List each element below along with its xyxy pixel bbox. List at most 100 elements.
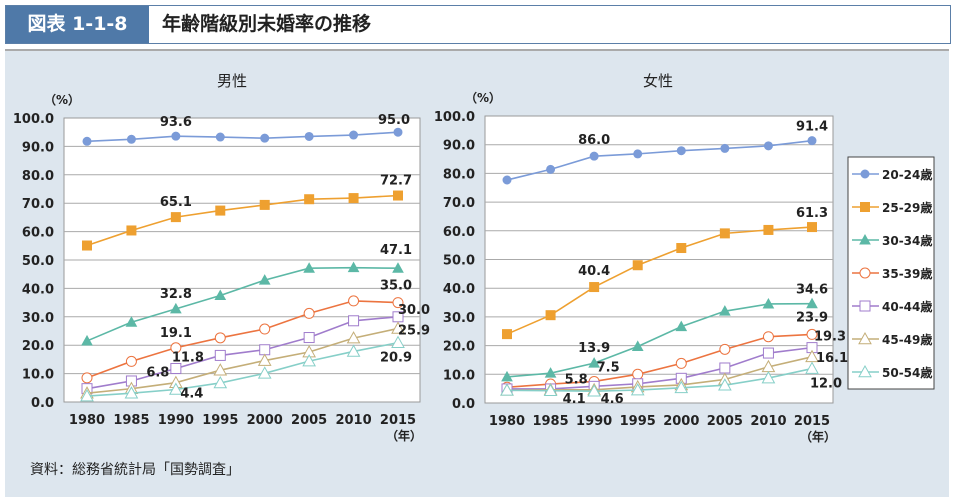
legend-marker xyxy=(859,233,871,245)
data-label: 20.9 xyxy=(380,351,412,366)
data-point xyxy=(170,302,182,314)
data-point xyxy=(214,332,226,344)
data-point xyxy=(169,382,183,395)
x-axis-unit: （年） xyxy=(800,429,836,444)
chart-title: 女性 xyxy=(643,72,673,90)
data-point xyxy=(126,134,136,144)
data-point xyxy=(213,363,228,376)
data-point xyxy=(391,321,405,334)
data-label: 35.0 xyxy=(380,279,412,294)
series-line xyxy=(506,367,813,393)
data-label: 7.5 xyxy=(597,360,620,375)
y-tick-label: 0.0 xyxy=(31,396,54,411)
y-tick-label: 80.0 xyxy=(22,169,54,184)
x-tick-label: 2005 xyxy=(291,413,327,428)
data-point xyxy=(392,262,404,273)
y-tick-label: 30.0 xyxy=(443,311,475,326)
x-tick-label: 2010 xyxy=(750,414,786,429)
data-point xyxy=(215,205,226,216)
y-tick-label: 50.0 xyxy=(22,254,54,269)
data-point xyxy=(82,240,92,251)
y-tick-label: 50.0 xyxy=(443,254,475,269)
y-tick-label: 20.0 xyxy=(443,340,475,355)
data-label: 65.1 xyxy=(160,195,192,210)
data-point xyxy=(346,331,361,344)
legend-label: 35-39歳 xyxy=(882,266,932,281)
y-tick-label: 10.0 xyxy=(22,368,54,383)
data-point xyxy=(349,130,359,140)
data-point xyxy=(807,222,817,233)
data-label: 93.6 xyxy=(160,115,192,130)
data-point xyxy=(543,383,558,396)
x-tick-label: 1995 xyxy=(202,413,238,428)
y-tick-label: 90.0 xyxy=(22,140,54,155)
series-line xyxy=(506,302,813,378)
legend-marker xyxy=(859,300,871,312)
y-tick-label: 10.0 xyxy=(443,368,475,383)
figure-number: 図表 1-1-8 xyxy=(6,6,149,43)
data-point xyxy=(393,127,403,137)
series-line xyxy=(506,139,813,181)
data-point xyxy=(348,295,360,307)
data-point xyxy=(719,305,731,316)
data-point xyxy=(347,261,360,273)
data-point xyxy=(720,143,730,153)
y-tick-label: 70.0 xyxy=(443,196,475,211)
data-point xyxy=(675,357,687,369)
x-tick-label: 2015 xyxy=(794,414,830,429)
data-point xyxy=(761,371,776,384)
data-point xyxy=(806,297,818,309)
data-point xyxy=(171,131,181,141)
data-label: 25.9 xyxy=(398,323,430,338)
data-point xyxy=(82,136,92,146)
data-label: 6.8 xyxy=(146,366,169,381)
data-point xyxy=(676,243,687,254)
legend-label: 45-49歳 xyxy=(882,332,932,347)
y-tick-label: 80.0 xyxy=(443,167,475,182)
series-line xyxy=(86,131,399,143)
data-point xyxy=(391,335,405,348)
x-tick-label: 2015 xyxy=(380,413,416,428)
data-point xyxy=(259,323,271,335)
y-tick-label: 40.0 xyxy=(22,282,54,297)
data-point xyxy=(348,315,360,327)
data-point xyxy=(719,228,730,239)
data-point xyxy=(170,212,181,223)
data-point xyxy=(258,274,271,285)
legend-marker xyxy=(858,364,872,378)
series-line xyxy=(86,266,399,342)
data-point xyxy=(807,136,817,146)
x-tick-label: 1980 xyxy=(69,413,105,428)
data-point xyxy=(762,347,774,359)
data-label: 72.7 xyxy=(380,174,412,189)
y-tick-label: 100.0 xyxy=(434,110,475,125)
x-tick-label: 1995 xyxy=(620,414,656,429)
data-point xyxy=(805,361,819,374)
data-point xyxy=(718,378,732,391)
data-point xyxy=(630,383,645,396)
data-point xyxy=(304,131,314,141)
series-line xyxy=(86,316,399,390)
series-line xyxy=(506,226,813,335)
data-label: 4.6 xyxy=(601,392,624,407)
data-point xyxy=(260,133,270,143)
data-point xyxy=(126,225,137,236)
data-point xyxy=(303,262,315,273)
x-tick-label: 2000 xyxy=(663,414,699,429)
legend-marker xyxy=(858,331,872,345)
series-line xyxy=(86,341,399,397)
data-label: 86.0 xyxy=(578,133,610,148)
y-tick-label: 60.0 xyxy=(22,226,54,241)
x-tick-label: 1990 xyxy=(576,414,612,429)
data-point xyxy=(632,368,644,380)
legend-marker xyxy=(860,202,870,212)
data-label: 95.0 xyxy=(378,113,410,128)
data-point xyxy=(546,164,556,174)
x-tick-label: 2000 xyxy=(247,413,283,428)
data-point xyxy=(502,175,512,185)
y-tick-label: 0.0 xyxy=(452,397,475,412)
data-point xyxy=(80,389,94,402)
x-tick-label: 1980 xyxy=(489,414,525,429)
data-label: 16.1 xyxy=(816,351,848,366)
data-point xyxy=(762,331,774,343)
